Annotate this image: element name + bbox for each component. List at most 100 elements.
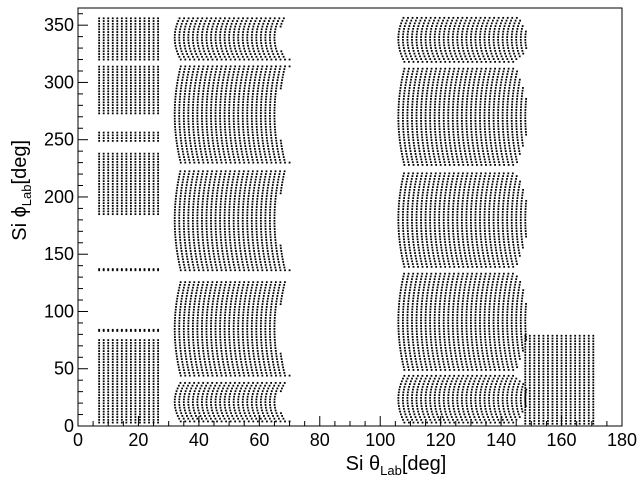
data-point [237, 404, 240, 406]
data-point [237, 203, 240, 206]
data-point [183, 203, 186, 206]
data-point [216, 50, 219, 53]
data-point [152, 394, 155, 396]
data-point [177, 153, 180, 156]
data-point [445, 413, 448, 416]
data-point [191, 214, 194, 217]
data-point [120, 330, 123, 332]
data-point [178, 206, 181, 208]
data-point [178, 55, 181, 58]
data-point [226, 186, 228, 189]
data-point [143, 388, 146, 391]
data-point [246, 71, 249, 73]
data-point [191, 261, 194, 263]
data-point [256, 308, 259, 311]
data-point [237, 208, 240, 211]
data-point [255, 338, 258, 341]
data-point [120, 42, 123, 44]
data-point [238, 170, 241, 173]
data-point [238, 158, 240, 161]
data-point [207, 161, 209, 164]
data-point [152, 193, 155, 196]
data-point [209, 261, 212, 263]
data-point [262, 358, 265, 361]
data-point [436, 413, 439, 416]
data-point [212, 300, 214, 303]
data-point [129, 202, 132, 205]
data-point [183, 406, 186, 409]
data-point [245, 366, 248, 369]
data-point [273, 261, 276, 263]
data-point [204, 20, 207, 22]
data-point [227, 150, 230, 153]
data-point [125, 106, 128, 109]
data-point [192, 39, 194, 42]
data-point [236, 258, 239, 261]
data-point [247, 347, 250, 350]
data-point [271, 50, 274, 53]
data-point [256, 47, 259, 50]
data-point [229, 239, 231, 241]
data-point [183, 393, 186, 395]
data-point [192, 316, 195, 319]
data-point [183, 206, 186, 208]
data-point [102, 374, 105, 377]
data-point [268, 150, 270, 153]
data-point [278, 68, 281, 71]
data-point [182, 55, 185, 58]
data-point [228, 406, 231, 409]
data-point [183, 236, 186, 239]
data-point [242, 230, 244, 233]
data-point [189, 139, 191, 142]
data-point [233, 173, 236, 175]
data-point [228, 211, 231, 214]
data-point [143, 399, 146, 402]
data-point [260, 71, 262, 73]
data-point [184, 352, 187, 355]
data-point [255, 322, 258, 325]
data-point [148, 177, 150, 180]
data-point [224, 236, 227, 239]
data-point [129, 358, 132, 361]
data-point [214, 109, 217, 112]
data-point [201, 330, 203, 333]
data-point [148, 73, 150, 76]
data-point [210, 31, 213, 33]
data-point [236, 73, 239, 76]
data-point [210, 327, 212, 330]
data-point [139, 374, 141, 377]
data-point [157, 177, 159, 180]
data-point [214, 228, 217, 230]
data-point [178, 228, 181, 230]
data-point [264, 106, 267, 109]
data-point [210, 131, 213, 134]
data-point [111, 71, 114, 74]
data-point [228, 369, 231, 372]
data-point [255, 219, 258, 222]
data-point [219, 120, 222, 123]
data-point [195, 178, 198, 181]
data-point [226, 360, 229, 363]
data-point [243, 136, 246, 139]
data-point [98, 39, 101, 42]
data-point [98, 391, 101, 394]
data-point [107, 183, 110, 185]
data-point [252, 300, 255, 303]
data-point [242, 44, 245, 47]
data-point [186, 76, 189, 79]
data-point [157, 372, 159, 374]
data-point [276, 181, 279, 184]
data-point [205, 384, 208, 387]
data-point [188, 311, 190, 314]
data-point [116, 358, 119, 361]
data-point [197, 382, 200, 384]
data-point [206, 341, 208, 344]
data-point [223, 106, 226, 109]
data-point [242, 31, 245, 33]
data-point [214, 156, 217, 159]
data-point [196, 55, 199, 58]
data-point [232, 103, 235, 106]
data-point [129, 350, 132, 353]
data-point [273, 322, 276, 325]
data-point [433, 396, 436, 399]
